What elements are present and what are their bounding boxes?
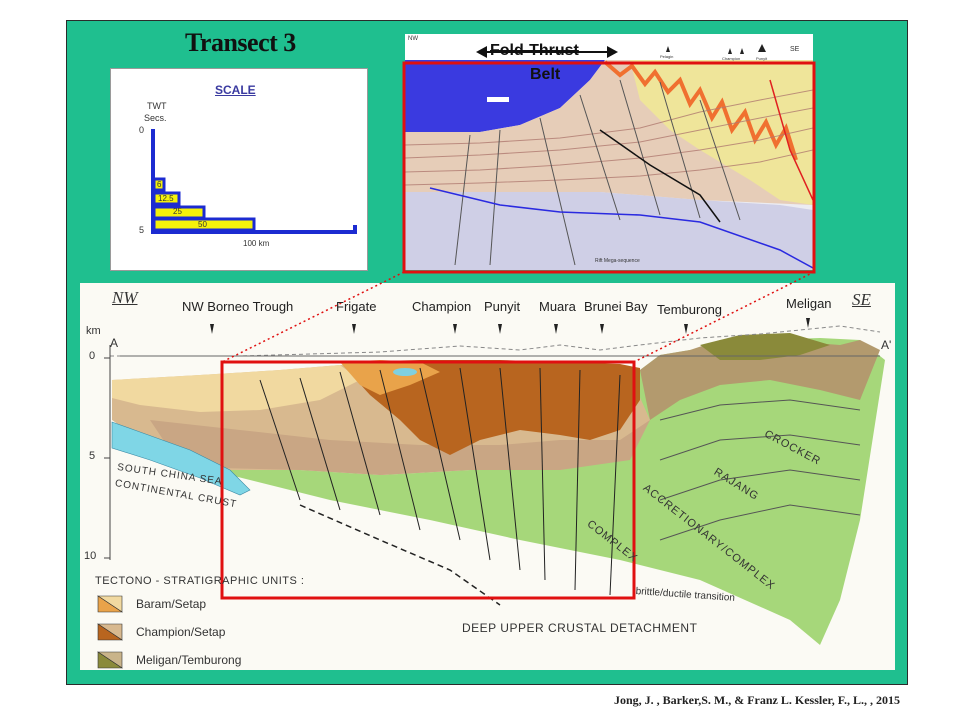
continental-crust xyxy=(111,421,251,496)
accretionary-complex xyxy=(210,338,885,645)
depth-unit: km xyxy=(86,325,101,337)
connector-left xyxy=(221,271,405,363)
point-a-prime: A' xyxy=(881,338,892,352)
slide-title: Transect 3 xyxy=(185,28,296,57)
depth-tick-5: 5 xyxy=(89,450,96,462)
baram-setap-unit xyxy=(340,360,440,395)
scale-bar-label-50: 50 xyxy=(198,220,207,229)
seismic-small-label-2: Champion xyxy=(722,56,741,61)
scale-x-label: 100 km xyxy=(243,239,270,248)
scale-bar-label-6: 6 xyxy=(157,180,162,189)
locality-frigate: Frigate xyxy=(336,299,377,314)
legend-label-baram: Baram/Setap xyxy=(136,597,207,611)
seismic-highlight-box xyxy=(402,61,816,274)
seismic-bottom-label: Rift Mega-sequence xyxy=(595,258,640,264)
locality-arrows xyxy=(210,318,810,334)
scale-tick-top: 0 xyxy=(139,125,145,135)
legend-swatch-baram xyxy=(97,595,123,613)
legend-title: TECTONO - STRATIGRAPHIC UNITS : xyxy=(95,575,305,587)
seismic-small-label-3: Punyit xyxy=(756,56,768,61)
legend-label-meligan: Meligan/Temburong xyxy=(136,653,242,667)
section-se-label: SE xyxy=(852,290,871,309)
scale-bar-label-25: 25 xyxy=(173,207,182,216)
locality-muara: Muara xyxy=(539,299,576,314)
scale-tick-bottom: 5 xyxy=(139,225,145,235)
legend-label-champion: Champion/Setap xyxy=(136,625,226,639)
scale-axis xyxy=(151,129,357,234)
fold-thrust-label-1: Fold-Thrust xyxy=(490,42,579,59)
legend-swatch-champion xyxy=(97,623,123,641)
seismic-small-label-1: Pelagin xyxy=(660,54,674,59)
champion-setap-unit xyxy=(340,360,640,455)
locality-brunei-bay: Brunei Bay xyxy=(584,299,648,314)
locality-temburong: Temburong xyxy=(657,302,723,317)
scale-axis-label-1: TWT xyxy=(147,101,167,111)
locality-nw-borneo-trough: NW Borneo Trough xyxy=(182,299,294,314)
locality-punyit: Punyit xyxy=(484,299,521,314)
locality-meligan: Meligan xyxy=(786,296,832,311)
scale-graphic xyxy=(151,129,357,234)
depth-tick-0: 0 xyxy=(89,350,96,362)
section-nw-label: NW xyxy=(112,288,138,307)
scale-bar-label-12-5: 12.5 xyxy=(158,194,174,203)
scale-heading: SCALE xyxy=(215,83,256,97)
detachment-label: DEEP UPPER CRUSTAL DETACHMENT xyxy=(462,621,698,635)
citation: Jong, J. , Barker,S. M., & Franz L. Kess… xyxy=(613,693,900,707)
scale-box: SCALE TWT Secs. 0 5 6 12.5 25 50 100 km xyxy=(110,68,368,271)
seismic-nw-label: NW xyxy=(408,36,418,42)
depth-tick-10: 10 xyxy=(84,550,97,562)
scale-axis-label-2: Secs. xyxy=(144,113,167,123)
legend-swatch-meligan xyxy=(97,651,123,669)
connector-right xyxy=(633,271,815,363)
meligan-unit xyxy=(640,338,880,420)
locality-champion: Champion xyxy=(412,299,472,314)
seismic-se-label: SE xyxy=(790,46,800,53)
fold-thrust-label-2: Belt xyxy=(530,66,561,83)
point-a: A xyxy=(110,336,119,350)
section-highlight-box xyxy=(220,360,636,600)
